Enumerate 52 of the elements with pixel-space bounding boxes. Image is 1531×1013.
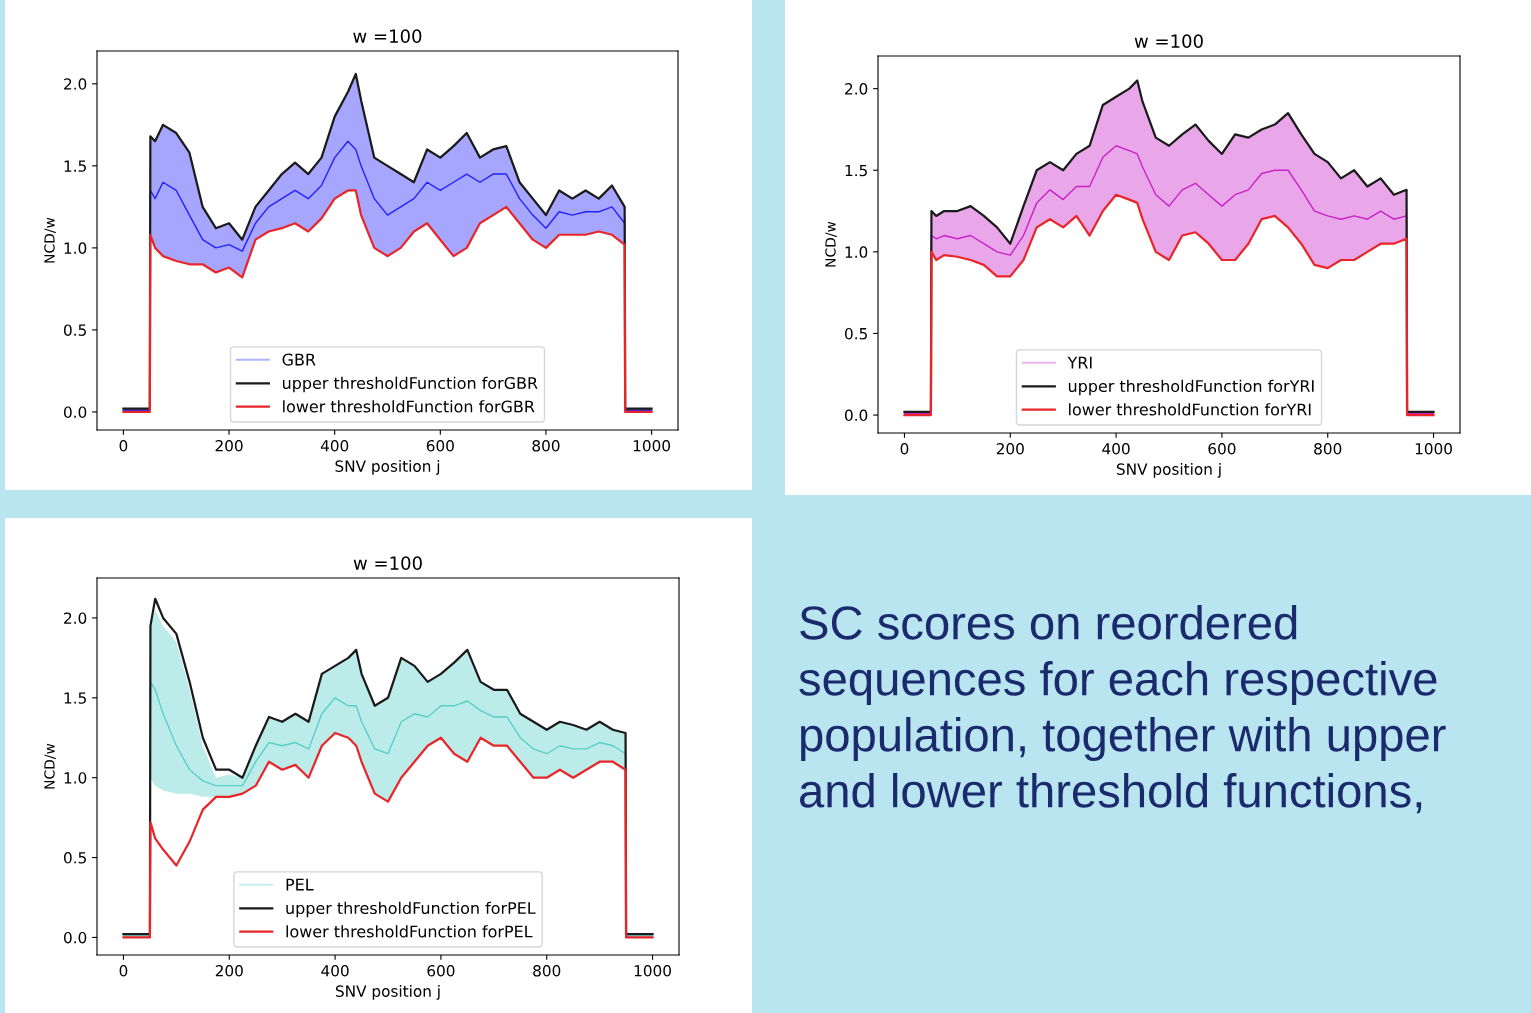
chart-title: w =100 [353, 29, 422, 43]
x-tick-label: 0 [119, 439, 128, 452]
x-tick-label: 800 [532, 439, 560, 452]
y-tick-label: 0.5 [844, 327, 867, 340]
x-axis-title: SNV position j [1116, 463, 1221, 478]
chart-title: w =100 [353, 556, 422, 570]
x-tick-label: 200 [215, 964, 243, 977]
legend-label: GBR [282, 353, 316, 366]
y-tick-label: 1.0 [64, 772, 87, 784]
legend-label: upper thresholdFunction forPEL [286, 901, 536, 918]
legend-label: YRI [1067, 356, 1092, 369]
y-axis-title: NCD/w [44, 217, 56, 263]
x-tick-label: 200 [215, 439, 243, 452]
y-tick-label: 0.5 [63, 852, 86, 864]
legend-label: lower thresholdFunction forYRI [1069, 403, 1311, 416]
x-axis-title: SNV position j [335, 460, 440, 475]
x-tick-label: 1000 [633, 439, 671, 452]
x-tick-label: 600 [1208, 442, 1236, 455]
y-tick-label: 2.0 [64, 612, 87, 624]
x-tick-label: 400 [1102, 442, 1130, 455]
y-tick-label: 0.0 [63, 931, 87, 944]
y-tick-label: 0.0 [63, 406, 87, 418]
x-tick-label: 400 [320, 439, 349, 452]
y-tick-label: 0.5 [63, 324, 86, 336]
x-tick-label: 1000 [1415, 442, 1452, 455]
x-tick-label: 200 [996, 442, 1024, 455]
y-tick-label: 0.0 [844, 409, 868, 422]
chart-title: w =100 [1134, 34, 1203, 48]
y-axis-title: NCD/w [44, 743, 56, 789]
x-tick-label: 0 [900, 442, 909, 455]
legend-label: lower thresholdFunction forGBR [283, 400, 535, 413]
x-tick-label: 800 [1314, 442, 1342, 455]
x-tick-label: 600 [427, 964, 455, 977]
y-tick-label: 1.0 [845, 246, 868, 258]
legend-label: lower thresholdFunction forPEL [286, 925, 533, 938]
legend-label: upper thresholdFunction forGBR [282, 376, 538, 393]
y-tick-label: 1.0 [64, 242, 87, 254]
text: SC scores on reordered sequences for each respective population, together with upper and lower threshold functions, [799, 605, 1446, 814]
x-tick-label: 1000 [634, 964, 671, 977]
x-tick-label: 400 [321, 964, 349, 977]
x-axis-title: SNV position j [335, 985, 440, 1000]
y-tick-label: 1.5 [64, 160, 86, 172]
y-tick-label: 2.0 [64, 78, 87, 90]
y-tick-label: 1.5 [64, 692, 86, 704]
y-axis-title: NCD/w [825, 221, 837, 267]
x-tick-label: 800 [533, 964, 561, 977]
legend-label: upper thresholdFunction forYRI [1068, 379, 1314, 396]
y-tick-label: 1.5 [845, 164, 867, 177]
x-tick-label: 0 [119, 964, 128, 977]
y-tick-label: 2.0 [845, 83, 868, 95]
x-tick-label: 600 [426, 439, 454, 452]
legend-label: PEL [286, 878, 314, 891]
